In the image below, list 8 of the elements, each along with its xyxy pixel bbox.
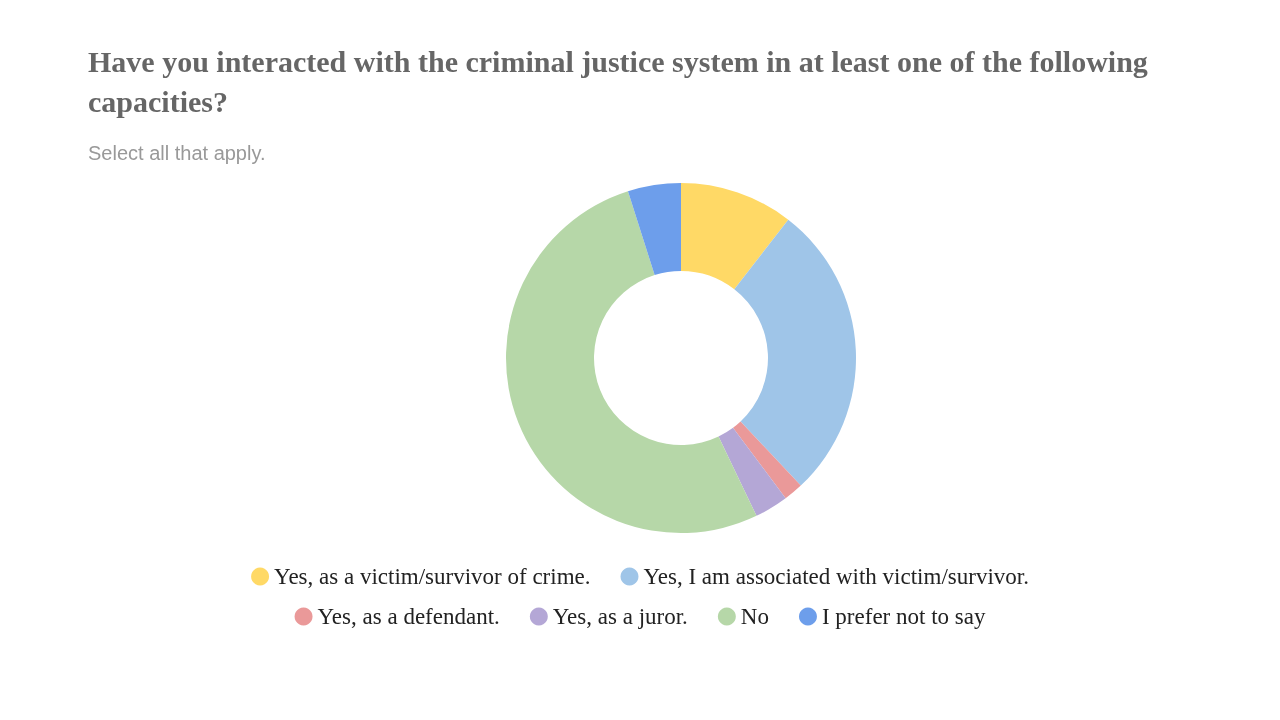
legend-label: I prefer not to say xyxy=(821,604,986,629)
legend-label: Yes, as a defendant. xyxy=(317,604,500,629)
legend-label: No xyxy=(740,604,769,629)
chart-subtitle: Select all that apply. xyxy=(88,142,266,164)
legend-label: Yes, as a juror. xyxy=(552,604,688,629)
legend-label: Yes, I am associated with victim/survivor. xyxy=(643,564,1029,589)
legend-label: Yes, as a victim/survivor of crime. xyxy=(274,564,591,589)
chart-title: Have you interacted with the criminal justice system in at least one of the following capacities? xyxy=(88,44,1156,118)
